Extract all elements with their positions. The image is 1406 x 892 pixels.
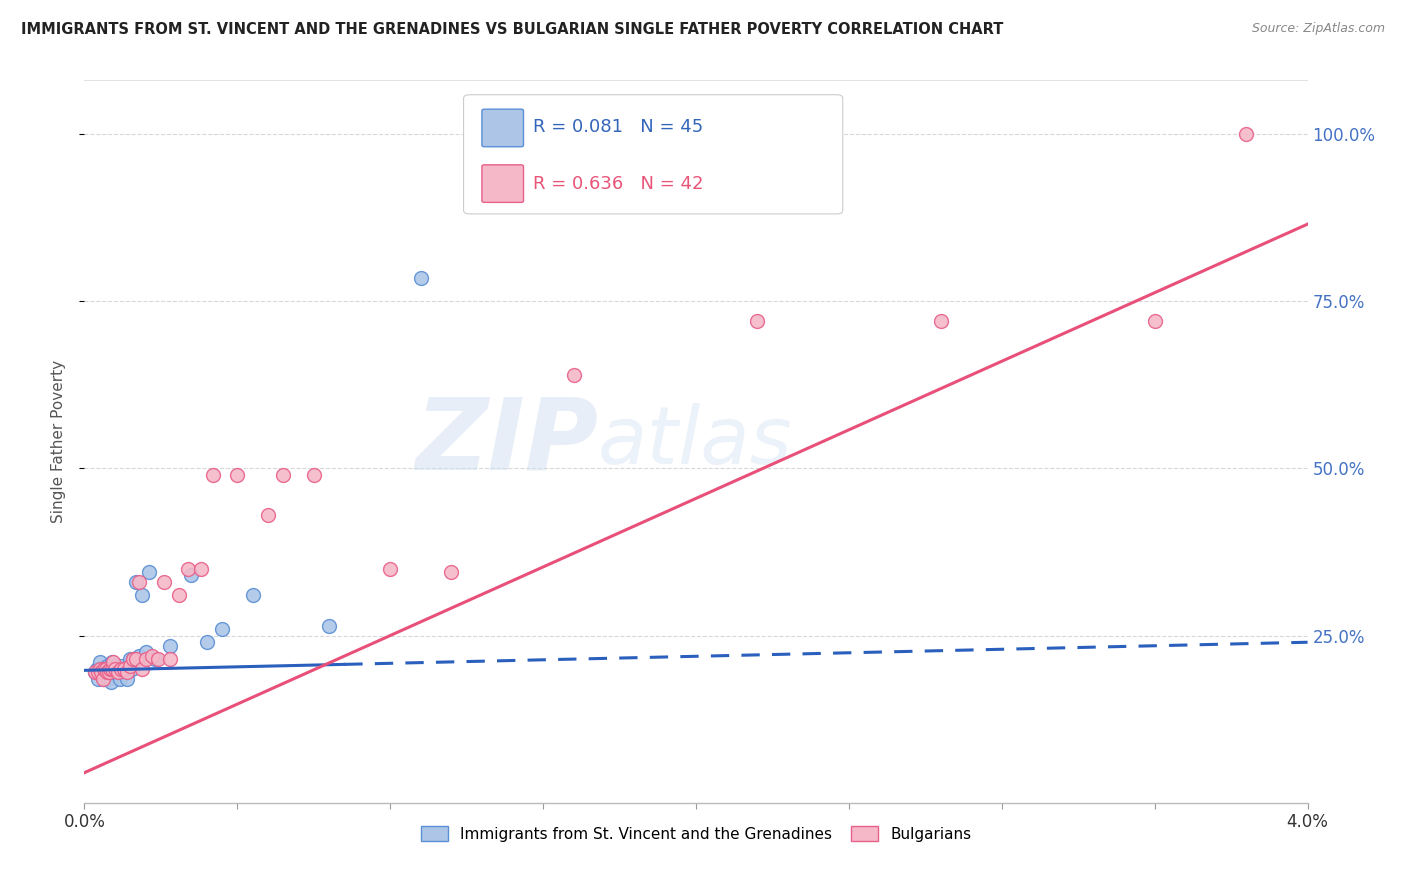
Point (128, 575, 150, 590)
Point (96, 665, 118, 680)
Point (100, 675, 122, 690)
Point (318, 618, 340, 632)
Point (103, 655, 125, 669)
Point (143, 652, 166, 666)
FancyBboxPatch shape (464, 95, 842, 214)
FancyBboxPatch shape (482, 109, 523, 147)
Point (271, 467, 294, 482)
Point (201, 467, 224, 482)
Point (120, 652, 142, 666)
Point (87, 672, 110, 686)
FancyBboxPatch shape (482, 165, 523, 202)
Point (89, 665, 111, 680)
Point (180, 568, 202, 582)
Point (747, 314, 769, 328)
Point (86, 662, 108, 676)
Point (94, 662, 117, 676)
Point (98, 665, 121, 680)
Point (125, 652, 148, 666)
Point (409, 270, 432, 285)
Point (122, 652, 145, 666)
Point (135, 645, 157, 659)
Point (211, 622, 233, 636)
Point (120, 658, 142, 673)
Point (1236, 127, 1258, 141)
Point (153, 575, 176, 590)
Point (94, 662, 117, 676)
Point (177, 562, 200, 576)
Point (101, 662, 124, 676)
Legend: Immigrants from St. Vincent and the Grenadines, Bulgarians: Immigrants from St. Vincent and the Gren… (413, 818, 979, 849)
Point (929, 314, 952, 328)
Point (302, 467, 325, 482)
Point (104, 658, 127, 673)
Point (138, 565, 160, 579)
Point (440, 565, 463, 579)
Point (105, 665, 128, 680)
Point (89, 655, 111, 669)
Point (226, 467, 249, 482)
Point (108, 672, 131, 686)
Y-axis label: Single Father Poverty: Single Father Poverty (51, 360, 66, 523)
Point (96, 658, 118, 673)
Point (90, 665, 112, 680)
Point (115, 665, 138, 680)
Point (115, 672, 138, 686)
Point (84, 665, 107, 680)
Point (167, 589, 190, 603)
Point (96, 665, 118, 680)
Point (107, 665, 129, 680)
Point (101, 655, 124, 669)
Point (103, 665, 125, 680)
Point (105, 662, 128, 676)
Point (97, 672, 120, 686)
Point (87, 665, 110, 680)
Point (104, 662, 127, 676)
Point (125, 575, 148, 590)
Point (112, 662, 135, 676)
Point (84, 665, 107, 680)
Point (98, 662, 121, 676)
Point (195, 635, 218, 649)
Point (110, 662, 132, 676)
Point (159, 652, 181, 666)
Point (91, 669, 114, 683)
Point (141, 648, 163, 663)
Point (128, 648, 150, 663)
Text: atlas: atlas (598, 402, 793, 481)
Text: IMMIGRANTS FROM ST. VINCENT AND THE GRENADINES VS BULGARIAN SINGLE FATHER POVERT: IMMIGRANTS FROM ST. VINCENT AND THE GREN… (21, 22, 1004, 37)
Point (380, 562, 402, 576)
Point (89, 662, 111, 676)
Point (242, 589, 264, 603)
Point (1143, 314, 1166, 328)
Point (93, 672, 115, 686)
Point (146, 652, 169, 666)
Point (91, 672, 114, 686)
Point (91, 665, 114, 680)
Text: R = 0.636   N = 42: R = 0.636 N = 42 (533, 175, 704, 193)
Point (122, 652, 145, 666)
Point (97, 665, 120, 680)
Point (257, 508, 280, 523)
Point (97, 662, 120, 676)
Point (112, 662, 135, 676)
Point (121, 662, 143, 676)
Text: ZIP: ZIP (415, 393, 598, 490)
Text: R = 0.081   N = 45: R = 0.081 N = 45 (533, 119, 703, 136)
Point (90, 662, 112, 676)
Point (111, 665, 134, 680)
Point (159, 639, 181, 653)
Point (562, 368, 585, 382)
Text: Source: ZipAtlas.com: Source: ZipAtlas.com (1251, 22, 1385, 36)
Point (131, 662, 153, 676)
Point (114, 665, 136, 680)
Point (110, 658, 132, 673)
Point (135, 652, 157, 666)
Point (107, 665, 129, 680)
Point (101, 662, 124, 676)
Point (131, 589, 153, 603)
Point (190, 562, 212, 576)
Point (93, 662, 115, 676)
